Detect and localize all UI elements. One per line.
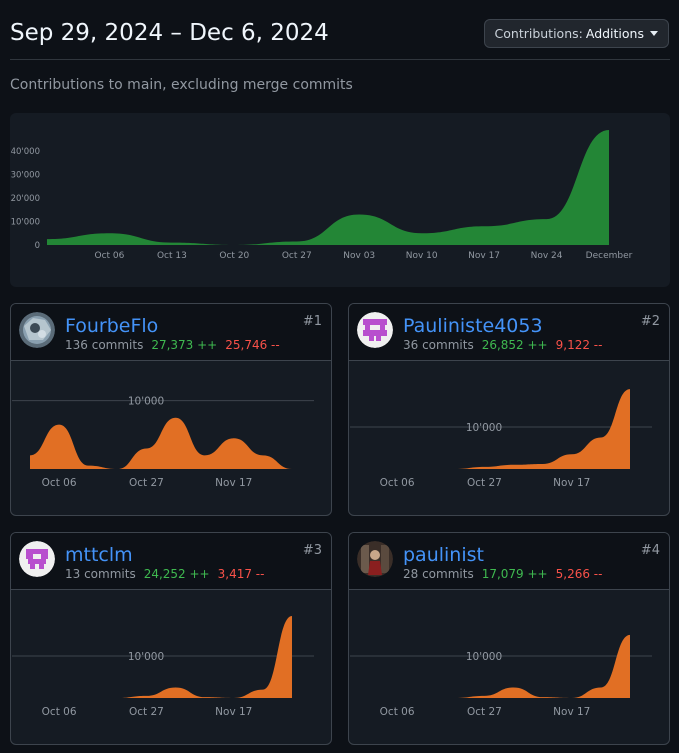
avatar[interactable] xyxy=(357,312,393,348)
contributor-stats: 13 commits 24,252 ++ 3,417 -- xyxy=(65,567,264,581)
contributor-card: FourbeFlo 136 commits 27,373 ++ 25,746 -- … xyxy=(10,303,332,516)
x-tick-label: Nov 03 xyxy=(343,251,375,261)
main-chart-svg: 0 10'000 20'000 30'000 40'000 Oct 06 Oct 13 Oct… xyxy=(11,130,633,261)
contributor-chart-svg: 10'000 Oct 06 Oct 27 Nov 17 xyxy=(12,616,314,718)
x-tick-label: Oct 27 xyxy=(129,477,164,489)
x-tick-label: Oct 27 xyxy=(467,477,502,489)
contributor-name-link[interactable]: FourbeFlo xyxy=(65,315,159,337)
contributor-rank: #2 xyxy=(640,314,660,329)
date-range-title: Sep 29, 2024 – Dec 6, 2024 xyxy=(10,20,329,46)
identicon-icon xyxy=(19,541,55,577)
y-tick-label: 10'000 xyxy=(128,651,164,663)
y-tick-label: 10'000 xyxy=(128,396,164,408)
y-tick-label: 10'000 xyxy=(11,218,40,228)
photo-avatar-icon xyxy=(357,541,393,577)
contributions-type-dropdown[interactable]: Contributions: Additions xyxy=(483,19,669,48)
commit-count[interactable]: 13 commits xyxy=(65,567,136,581)
contributor-stats: 28 commits 17,079 ++ 5,266 -- xyxy=(403,567,602,581)
additions-count: 27,373 ++ xyxy=(151,338,218,352)
contributor-rank: #4 xyxy=(640,543,660,558)
deletions-count: 5,266 -- xyxy=(555,567,603,581)
x-tick-label: Oct 06 xyxy=(380,706,415,718)
additions-count: 24,252 ++ xyxy=(143,567,210,581)
dropdown-label: Contributions: xyxy=(494,26,583,41)
identicon-icon xyxy=(357,312,393,348)
photo-avatar-icon xyxy=(19,312,55,348)
x-tick-label: Oct 06 xyxy=(95,251,125,261)
area-series xyxy=(368,389,630,469)
chart-subtitle: Contributions to main, excluding merge c… xyxy=(10,77,353,93)
y-tick-label: 10'000 xyxy=(466,651,502,663)
contributor-name-link[interactable]: paulinist xyxy=(403,544,484,566)
avatar[interactable] xyxy=(19,541,55,577)
contributor-chart-svg: 10'000 Oct 06 Oct 27 Nov 17 xyxy=(12,396,314,489)
x-tick-label: December xyxy=(586,251,633,261)
area-series xyxy=(30,417,292,469)
x-tick-label: Oct 13 xyxy=(157,251,187,261)
area-series xyxy=(368,634,630,698)
x-tick-label: Oct 06 xyxy=(42,706,77,718)
x-tick-label: Nov 17 xyxy=(553,477,590,489)
contributor-card-header: mttclm 13 commits 24,252 ++ 3,417 -- #3 xyxy=(11,533,331,590)
contributor-stats: 136 commits 27,373 ++ 25,746 -- xyxy=(65,338,280,352)
contributor-stats: 36 commits 26,852 ++ 9,122 -- xyxy=(403,338,602,352)
main-contribution-chart: 0 10'000 20'000 30'000 40'000 Oct 06 Oct 13 Oct… xyxy=(10,113,670,287)
x-tick-label: Oct 27 xyxy=(129,706,164,718)
caret-down-icon xyxy=(650,31,658,36)
area-series xyxy=(30,616,292,698)
x-tick-label: Nov 10 xyxy=(406,251,438,261)
contributor-chart-svg: 10'000 Oct 06 Oct 27 Nov 17 xyxy=(350,634,652,718)
y-tick-label: 20'000 xyxy=(11,194,40,204)
y-tick-label: 40'000 xyxy=(11,147,40,157)
contributor-name-link[interactable]: mttclm xyxy=(65,544,133,566)
x-tick-label: Nov 17 xyxy=(553,706,590,718)
x-tick-label: Nov 17 xyxy=(215,477,252,489)
additions-count: 26,852 ++ xyxy=(481,338,548,352)
x-tick-label: Oct 06 xyxy=(380,477,415,489)
x-tick-label: Nov 17 xyxy=(468,251,500,261)
x-tick-label: Oct 06 xyxy=(42,477,77,489)
deletions-count: 25,746 -- xyxy=(225,338,280,352)
contributor-card: paulinist 28 commits 17,079 ++ 5,266 -- #4… xyxy=(348,532,670,745)
x-tick-label: Oct 20 xyxy=(219,251,249,261)
deletions-count: 3,417 -- xyxy=(217,567,265,581)
x-tick-label: Oct 27 xyxy=(282,251,312,261)
x-tick-label: Nov 17 xyxy=(215,706,252,718)
additions-count: 17,079 ++ xyxy=(481,567,548,581)
commit-count[interactable]: 28 commits xyxy=(403,567,474,581)
contributor-rank: #3 xyxy=(302,543,322,558)
contributor-rank: #1 xyxy=(302,314,322,329)
header-divider xyxy=(10,59,670,60)
contributor-card: mttclm 13 commits 24,252 ++ 3,417 -- #3 10… xyxy=(10,532,332,745)
commit-count[interactable]: 136 commits xyxy=(65,338,144,352)
contributor-card-header: Pauliniste4053 36 commits 26,852 ++ 9,122 … xyxy=(349,304,669,361)
x-tick-label: Nov 24 xyxy=(531,251,563,261)
page-header: Sep 29, 2024 – Dec 6, 2024 Contributions… xyxy=(10,14,669,58)
area-series xyxy=(47,130,609,245)
contributor-card-header: FourbeFlo 136 commits 27,373 ++ 25,746 -- … xyxy=(11,304,331,361)
contributor-card: Pauliniste4053 36 commits 26,852 ++ 9,122 … xyxy=(348,303,670,516)
y-tick-label: 30'000 xyxy=(11,171,40,181)
avatar[interactable] xyxy=(357,541,393,577)
commit-count[interactable]: 36 commits xyxy=(403,338,474,352)
contributor-name-link[interactable]: Pauliniste4053 xyxy=(403,315,543,337)
y-tick-label: 0 xyxy=(35,241,40,251)
x-tick-label: Oct 27 xyxy=(467,706,502,718)
contributor-chart-svg: 10'000 Oct 06 Oct 27 Nov 17 xyxy=(350,389,652,489)
contributor-card-header: paulinist 28 commits 17,079 ++ 5,266 -- #4 xyxy=(349,533,669,590)
deletions-count: 9,122 -- xyxy=(555,338,603,352)
avatar[interactable] xyxy=(19,312,55,348)
dropdown-selected-value: Additions xyxy=(585,26,644,41)
y-tick-label: 10'000 xyxy=(466,422,502,434)
